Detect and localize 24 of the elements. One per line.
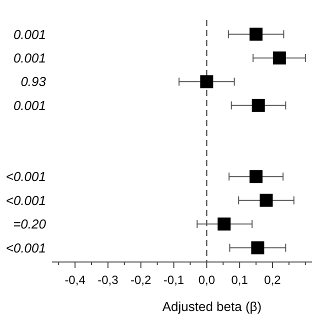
- x-tick-label: -0,3: [98, 273, 119, 287]
- y-tick-label: =0.20: [13, 216, 47, 232]
- x-tick-label: 0,0: [198, 273, 216, 287]
- x-tick-label: 0,2: [264, 273, 282, 287]
- point: [250, 28, 263, 41]
- point: [260, 194, 273, 207]
- point: [251, 241, 264, 254]
- y-tick-label: <0.001: [6, 192, 46, 208]
- x-tick-label: -0,1: [163, 273, 184, 287]
- point: [218, 218, 231, 231]
- point: [252, 98, 265, 112]
- y-tick-label: <0.001: [6, 240, 46, 256]
- y-tick-label: 0.001: [13, 98, 46, 113]
- point: [250, 170, 263, 184]
- point: [200, 75, 214, 88]
- x-tick-label: -0,4: [64, 273, 86, 287]
- y-tick-label: <0.001: [6, 169, 46, 184]
- point: [272, 51, 286, 64]
- x-axis-title: Adjusted beta (β): [162, 299, 262, 314]
- x-tick-label: -0,2: [130, 273, 152, 287]
- x-tick-label: 0,1: [231, 273, 248, 287]
- y-tick-label: 0.93: [20, 74, 47, 90]
- y-tick-label: 0.001: [13, 50, 46, 66]
- y-tick-label: 0.001: [13, 26, 46, 42]
